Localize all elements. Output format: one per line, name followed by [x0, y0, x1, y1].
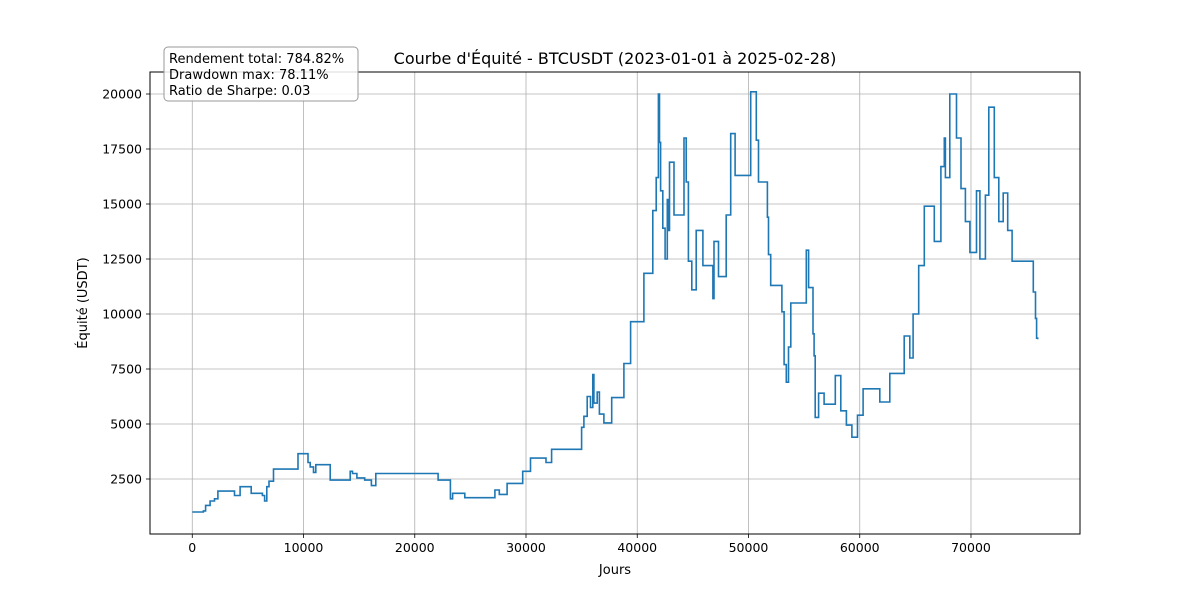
stats-total-return: Rendement total: 784.82% — [169, 52, 344, 67]
equity-series — [192, 91, 1039, 513]
x-tick-label: 40000 — [617, 540, 657, 555]
grid-lines — [150, 72, 1080, 534]
chart-title: Courbe d'Équité - BTCUSDT (2023-01-01 à … — [394, 49, 837, 68]
equity-line — [192, 91, 1039, 513]
y-tick-label: 17500 — [102, 142, 142, 157]
y-axis-ticks: 2500 5000 7500 10000 12500 15000 17500 20000 — [102, 87, 150, 487]
y-tick-label: 2500 — [110, 472, 142, 487]
x-tick-label: 30000 — [506, 540, 546, 555]
y-axis-label: Équité (USDT) — [75, 257, 91, 348]
x-tick-label: 20000 — [395, 540, 435, 555]
y-tick-label: 12500 — [102, 252, 142, 267]
plot-frame — [149, 71, 1081, 535]
y-tick-label: 10000 — [102, 307, 142, 322]
x-tick-label: 50000 — [729, 540, 769, 555]
stats-box: Rendement total: 784.82% Drawdown max: 7… — [163, 46, 359, 102]
y-tick-label: 5000 — [110, 417, 142, 432]
x-tick-label: 10000 — [284, 540, 324, 555]
y-tick-label: 7500 — [110, 362, 142, 377]
x-tick-label: 70000 — [951, 540, 991, 555]
x-axis-label: Jours — [598, 563, 631, 578]
x-tick-label: 0 — [188, 540, 196, 555]
stats-sharpe-ratio: Ratio de Sharpe: 0.03 — [169, 84, 310, 99]
y-tick-label: 20000 — [102, 87, 142, 102]
y-tick-label: 15000 — [102, 197, 142, 212]
stats-max-drawdown: Drawdown max: 78.11% — [169, 68, 329, 83]
stats-box-frame — [163, 46, 359, 102]
x-tick-label: 60000 — [840, 540, 880, 555]
x-axis-ticks: 0 10000 20000 30000 40000 50000 60000 70000 — [188, 534, 991, 555]
